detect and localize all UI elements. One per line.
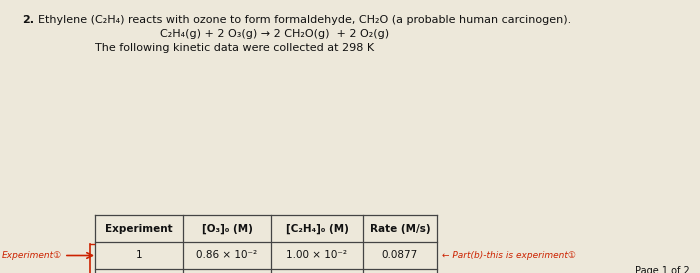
Text: 1.00 × 10⁻²: 1.00 × 10⁻² [286, 251, 347, 260]
Text: 1: 1 [136, 251, 142, 260]
Text: 0.0877: 0.0877 [382, 251, 418, 260]
Text: 2.: 2. [22, 15, 34, 25]
Text: Rate (M/s): Rate (M/s) [370, 224, 430, 233]
Text: 0.86 × 10⁻²: 0.86 × 10⁻² [197, 251, 258, 260]
Text: Experiment: Experiment [105, 224, 173, 233]
Text: [C₂H₄]₀ (M): [C₂H₄]₀ (M) [286, 223, 349, 234]
Text: C₂H₄(g) + 2 O₃(g) → 2 CH₂O(g)  + 2 O₂(g): C₂H₄(g) + 2 O₃(g) → 2 CH₂O(g) + 2 O₂(g) [160, 29, 389, 39]
Text: ← Part(b)-this is experiment①: ← Part(b)-this is experiment① [442, 251, 576, 260]
Text: Ethylene (C₂H₄) reacts with ozone to form formaldehyde, CH₂O (a probable human c: Ethylene (C₂H₄) reacts with ozone to for… [38, 15, 571, 25]
Text: [O₃]₀ (M): [O₃]₀ (M) [202, 223, 253, 234]
Text: Page 1 of 2: Page 1 of 2 [636, 266, 690, 273]
Text: Experiment①: Experiment① [2, 251, 62, 260]
Text: The following kinetic data were collected at 298 K: The following kinetic data were collecte… [95, 43, 374, 53]
